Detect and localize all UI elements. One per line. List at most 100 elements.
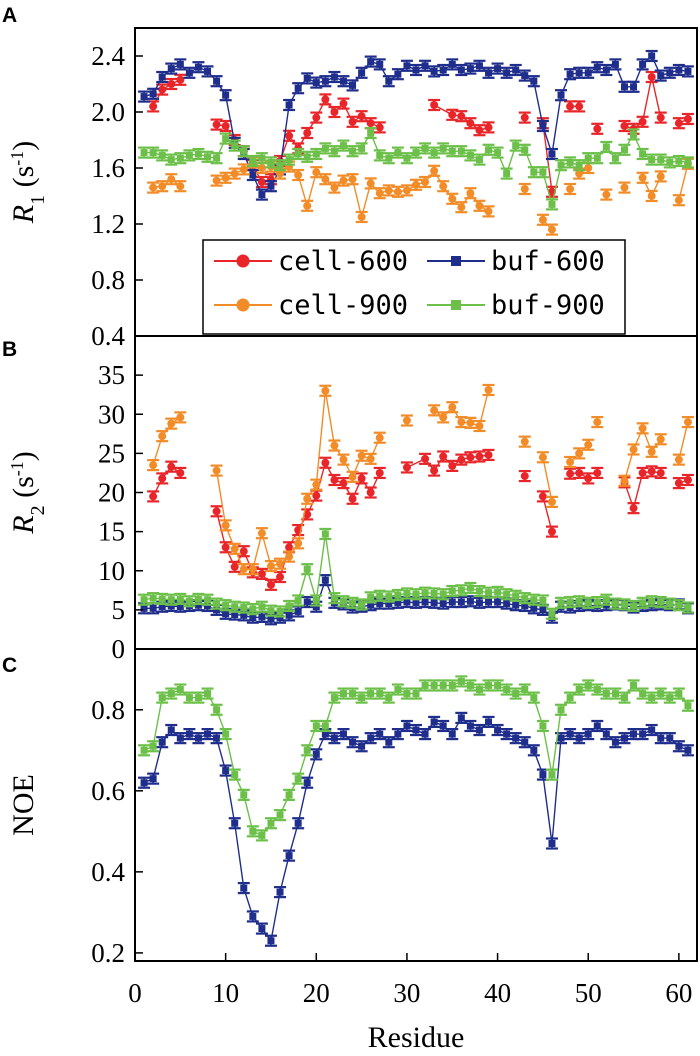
data-point-cell-900: [448, 403, 457, 412]
data-point-cell-600: [466, 119, 475, 128]
data-point-buf-900: [557, 161, 565, 169]
data-point-buf-900: [358, 600, 366, 608]
y-label-subscript: 1: [27, 195, 49, 205]
data-point-cell-900: [339, 176, 348, 185]
data-point-cell-600: [647, 467, 656, 476]
data-point-buf-900: [439, 144, 447, 152]
data-point-buf-900: [385, 154, 393, 162]
data-point-buf-900: [231, 142, 239, 150]
data-point-cell-600: [149, 492, 158, 501]
y-axis-label-A: R1 (s-1): [7, 141, 49, 225]
series-buf-600-panel-C: [138, 711, 694, 947]
data-point-buf-900: [176, 595, 184, 603]
data-point-buf-600: [249, 912, 257, 920]
data-point-cell-600: [475, 126, 484, 135]
data-point-buf-900: [330, 147, 338, 155]
data-point-buf-900: [412, 149, 420, 157]
series-line-cell-900: [678, 421, 689, 460]
data-point-cell-600: [430, 466, 439, 475]
data-point-cell-600: [439, 452, 448, 461]
data-point-buf-600: [367, 734, 375, 742]
data-point-cell-900: [584, 164, 593, 172]
data-point-buf-900: [575, 686, 583, 694]
data-point-cell-600: [276, 573, 285, 582]
data-point-buf-900: [367, 690, 375, 698]
data-point-buf-600: [394, 730, 402, 738]
data-point-buf-900: [611, 600, 619, 608]
series-buf-900-panel-C: [138, 675, 694, 842]
data-point-buf-900: [285, 791, 293, 799]
data-point-cell-600: [638, 468, 647, 477]
data-point-buf-900: [457, 586, 465, 594]
legend-marker: [236, 298, 250, 312]
data-point-cell-900: [294, 171, 303, 179]
data-point-buf-900: [593, 154, 601, 162]
data-point-buf-600: [167, 65, 175, 73]
data-point-cell-600: [167, 80, 176, 88]
legend-label: cell-600: [278, 246, 408, 277]
data-point-buf-900: [158, 595, 166, 603]
data-point-cell-900: [212, 466, 221, 475]
data-point-cell-900: [149, 183, 158, 192]
legend-item-cell-900: cell-900: [214, 290, 408, 321]
data-point-buf-900: [339, 142, 347, 150]
data-point-cell-900: [149, 461, 158, 470]
data-point-cell-600: [593, 468, 602, 477]
data-point-buf-600: [412, 599, 420, 607]
data-point-buf-900: [611, 690, 619, 698]
data-point-buf-600: [403, 598, 411, 606]
data-point-buf-600: [204, 602, 212, 610]
data-point-buf-900: [539, 596, 547, 604]
data-point-cell-900: [439, 182, 448, 191]
data-point-cell-600: [638, 117, 647, 126]
data-point-buf-900: [557, 599, 565, 607]
data-point-buf-600: [557, 91, 565, 99]
data-point-buf-900: [684, 702, 692, 710]
y-tick-label: 0: [112, 634, 126, 664]
data-point-buf-900: [512, 592, 520, 600]
x-tick-label: 40: [484, 978, 511, 1008]
data-point-buf-900: [204, 690, 212, 698]
data-point-buf-900: [249, 827, 257, 835]
data-point-cell-900: [421, 178, 430, 186]
data-point-cell-600: [357, 112, 366, 121]
legend-item-buf-900: buf-900: [427, 290, 605, 321]
data-point-buf-900: [475, 587, 483, 595]
data-point-cell-600: [348, 117, 357, 126]
data-point-cell-600: [566, 469, 575, 478]
data-point-buf-900: [412, 690, 420, 698]
data-point-buf-900: [258, 831, 266, 839]
data-point-cell-600: [330, 475, 339, 484]
data-point-buf-600: [412, 726, 420, 734]
data-point-cell-600: [629, 504, 638, 513]
data-point-buf-900: [439, 681, 447, 689]
data-point-buf-600: [285, 101, 293, 109]
data-point-buf-900: [367, 593, 375, 601]
data-point-cell-900: [321, 386, 330, 395]
data-point-buf-600: [176, 734, 184, 742]
data-point-cell-900: [566, 457, 575, 466]
data-point-cell-900: [457, 418, 466, 427]
data-point-cell-600: [221, 122, 230, 130]
data-point-buf-600: [213, 606, 221, 614]
data-point-buf-900: [494, 149, 502, 157]
data-point-cell-600: [266, 580, 275, 589]
data-point-buf-600: [593, 63, 601, 71]
data-point-buf-600: [303, 598, 311, 606]
data-point-cell-900: [366, 179, 375, 188]
data-point-cell-600: [257, 569, 266, 578]
legend-label: buf-900: [491, 290, 605, 321]
y-tick-label: 25: [98, 438, 125, 468]
data-point-cell-900: [683, 418, 692, 427]
data-point-buf-900: [521, 686, 529, 694]
data-point-buf-900: [231, 771, 239, 779]
data-point-cell-600: [484, 450, 493, 459]
y-label-symbol: R: [7, 515, 40, 534]
data-point-buf-600: [639, 60, 647, 68]
data-point-buf-900: [584, 681, 592, 689]
data-point-buf-900: [213, 154, 221, 162]
data-point-buf-600: [276, 888, 284, 896]
data-point-buf-600: [548, 150, 556, 158]
data-point-buf-900: [457, 147, 465, 155]
